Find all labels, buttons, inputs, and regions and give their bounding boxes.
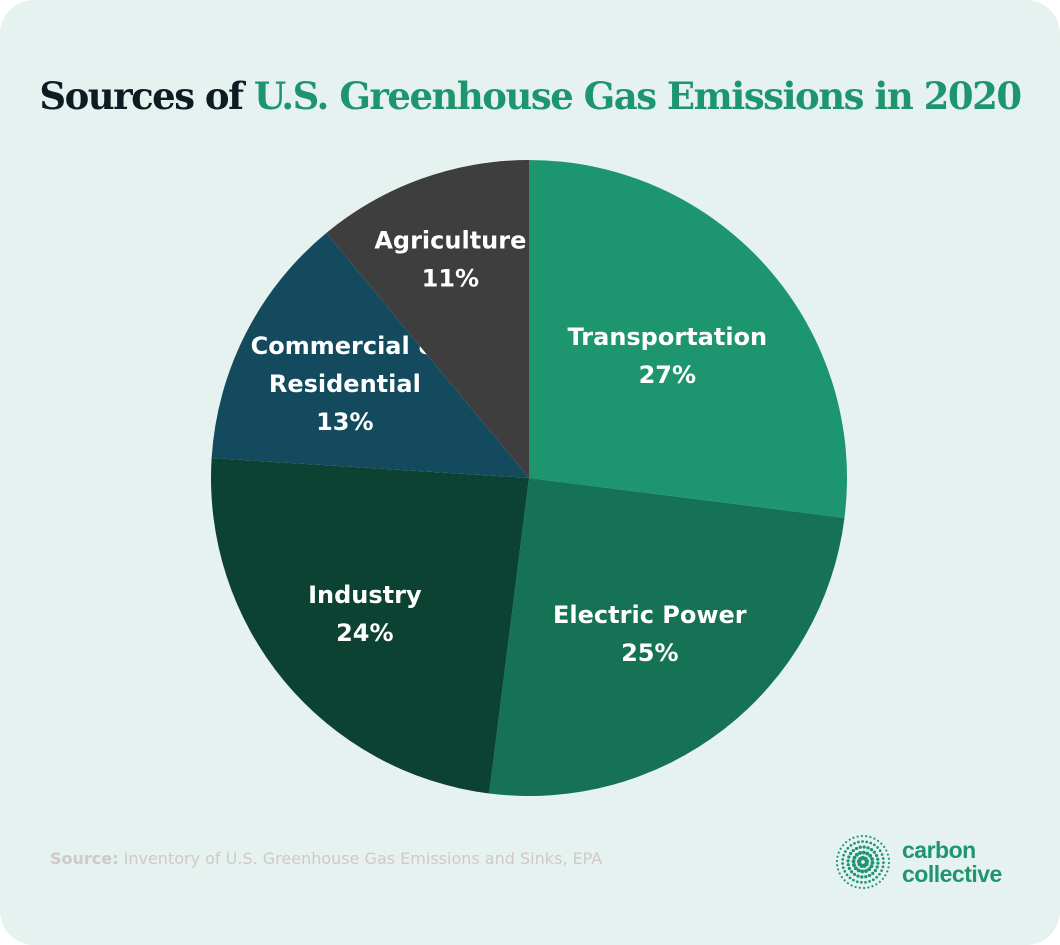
slice-name-label: Residential [269, 370, 421, 398]
slice-name-label: Electric Power [553, 601, 747, 629]
slice-name-label: Commercial & [251, 332, 439, 360]
slice-label: Agriculture 11% [374, 227, 526, 293]
slice-name-label: Industry [308, 581, 422, 609]
slice-value-label: 24% [336, 619, 393, 647]
slice-name-label: Agriculture [374, 227, 526, 255]
slice-value-label: 27% [639, 361, 696, 389]
title-prefix: Sources of [39, 74, 244, 118]
pie-slice-agriculture [326, 160, 529, 478]
pie-slice-transportation [529, 160, 847, 518]
slice-name-label: Transportation [568, 323, 768, 351]
carbon-collective-logo: carbon collective [834, 833, 1002, 891]
source-note: Source: Inventory of U.S. Greenhouse Gas… [50, 849, 602, 868]
pie-slice-electric-power [489, 478, 845, 797]
pie-slice-industry [211, 458, 530, 794]
title-highlight: U.S. Greenhouse Gas Emissions in 2020 [253, 74, 1022, 118]
pie-slice-commercial-residential [211, 232, 529, 478]
logo-line1: carbon [902, 837, 976, 863]
slice-value-label: 11% [422, 265, 479, 293]
chart-title: Sources of U.S. Greenhouse Gas Emissions… [0, 74, 1060, 118]
slice-value-label: 13% [316, 408, 373, 436]
slice-label: Industry 24% [308, 581, 422, 647]
logo-dots-icon [835, 834, 891, 890]
slice-label: Commercial & Residential 13% [251, 332, 439, 436]
slice-label: Electric Power 25% [553, 601, 747, 667]
source-label: Source: [50, 849, 119, 868]
logo-line2: collective [902, 861, 1002, 887]
source-text: Inventory of U.S. Greenhouse Gas Emissio… [123, 849, 603, 868]
slice-label: Transportation 27% [568, 323, 768, 389]
slice-value-label: 25% [621, 639, 678, 667]
